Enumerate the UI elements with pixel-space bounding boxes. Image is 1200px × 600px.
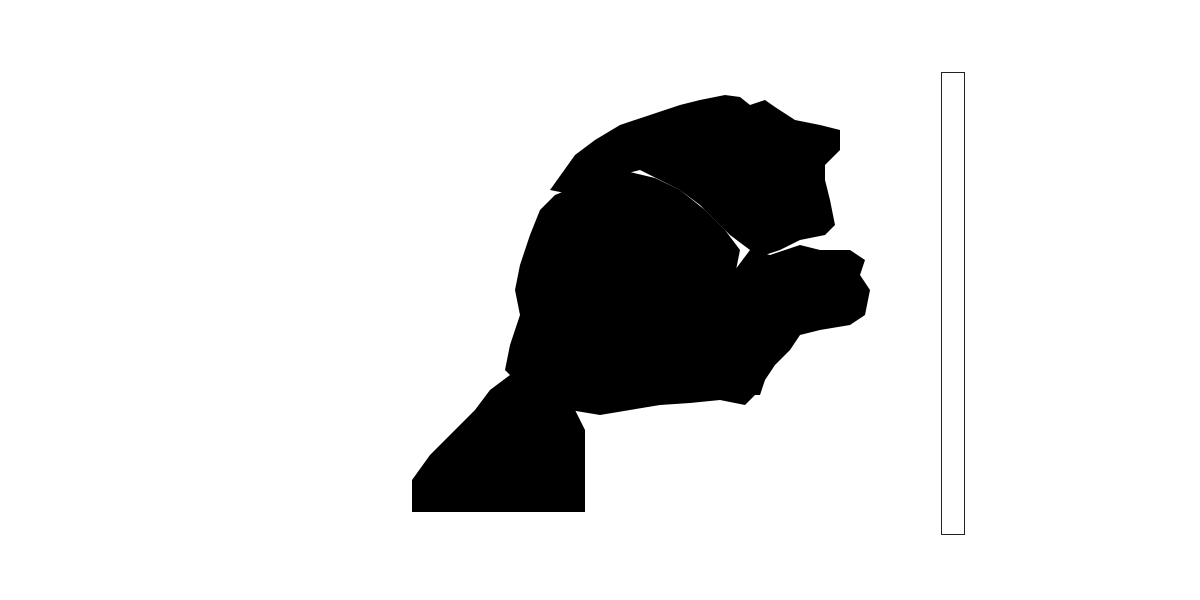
marker-asni	[610, 287, 622, 299]
region-east	[715, 245, 870, 395]
region-north	[550, 95, 840, 255]
choropleth-map	[412, 95, 870, 512]
marker-marrakech-medina	[617, 251, 629, 263]
colorbar	[941, 72, 965, 535]
region-south-west	[412, 370, 585, 512]
